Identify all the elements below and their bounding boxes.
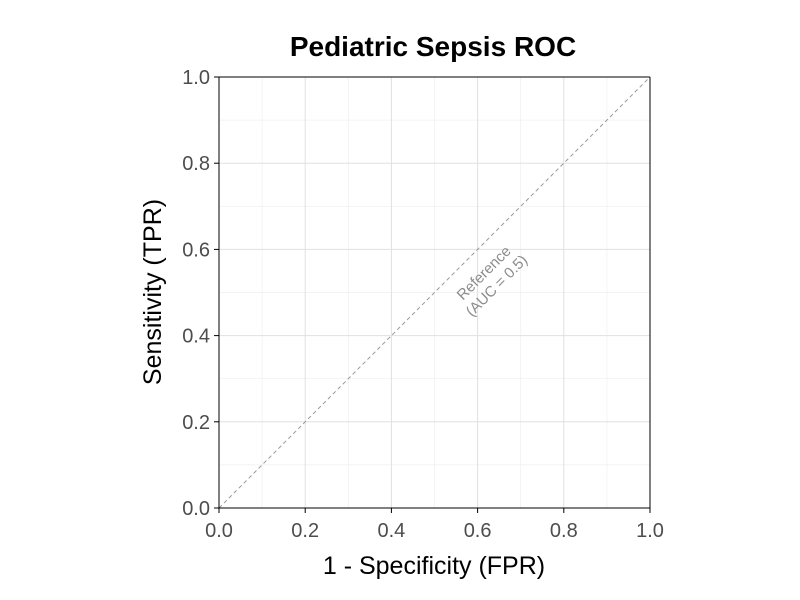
x-axis-ticks: 0.0 0.2 0.4 0.6 0.8 1.0 xyxy=(205,508,664,542)
minor-gridlines xyxy=(219,77,650,508)
y-axis-title: Sensitivity (TPR) xyxy=(139,199,167,385)
x-tick-label: 0.2 xyxy=(291,520,319,542)
annotation-layer: Reference(AUC = 0.5) xyxy=(450,239,531,320)
y-tick-label: 0.8 xyxy=(182,153,210,175)
y-tick-label: 0.4 xyxy=(182,326,210,348)
x-tick-label: 1.0 xyxy=(636,520,664,542)
series-layer xyxy=(218,76,651,509)
reference-annotation: Reference(AUC = 0.5) xyxy=(450,239,531,320)
y-tick-label: 0.6 xyxy=(182,239,210,261)
x-tick-label: 0.0 xyxy=(205,520,233,542)
y-tick-label: 0.0 xyxy=(182,498,210,520)
y-axis-ticks: 0.0 0.2 0.4 0.6 0.8 1.0 xyxy=(182,67,219,520)
x-axis-title: 1 - Specificity (FPR) xyxy=(323,552,545,580)
axes xyxy=(218,76,651,509)
reference-diagonal-line xyxy=(218,76,651,509)
x-tick-label: 0.6 xyxy=(464,520,492,542)
plot-area: Reference(AUC = 0.5) 0.0 0.2 0.4 0.6 0.8 1.0 … xyxy=(182,67,664,542)
y-tick-label: 0.2 xyxy=(182,412,210,434)
x-tick-label: 0.4 xyxy=(377,520,405,542)
y-tick-label: 1.0 xyxy=(182,67,210,89)
x-tick-label: 0.8 xyxy=(550,520,578,542)
chart-title: Pediatric Sepsis ROC xyxy=(290,31,576,62)
